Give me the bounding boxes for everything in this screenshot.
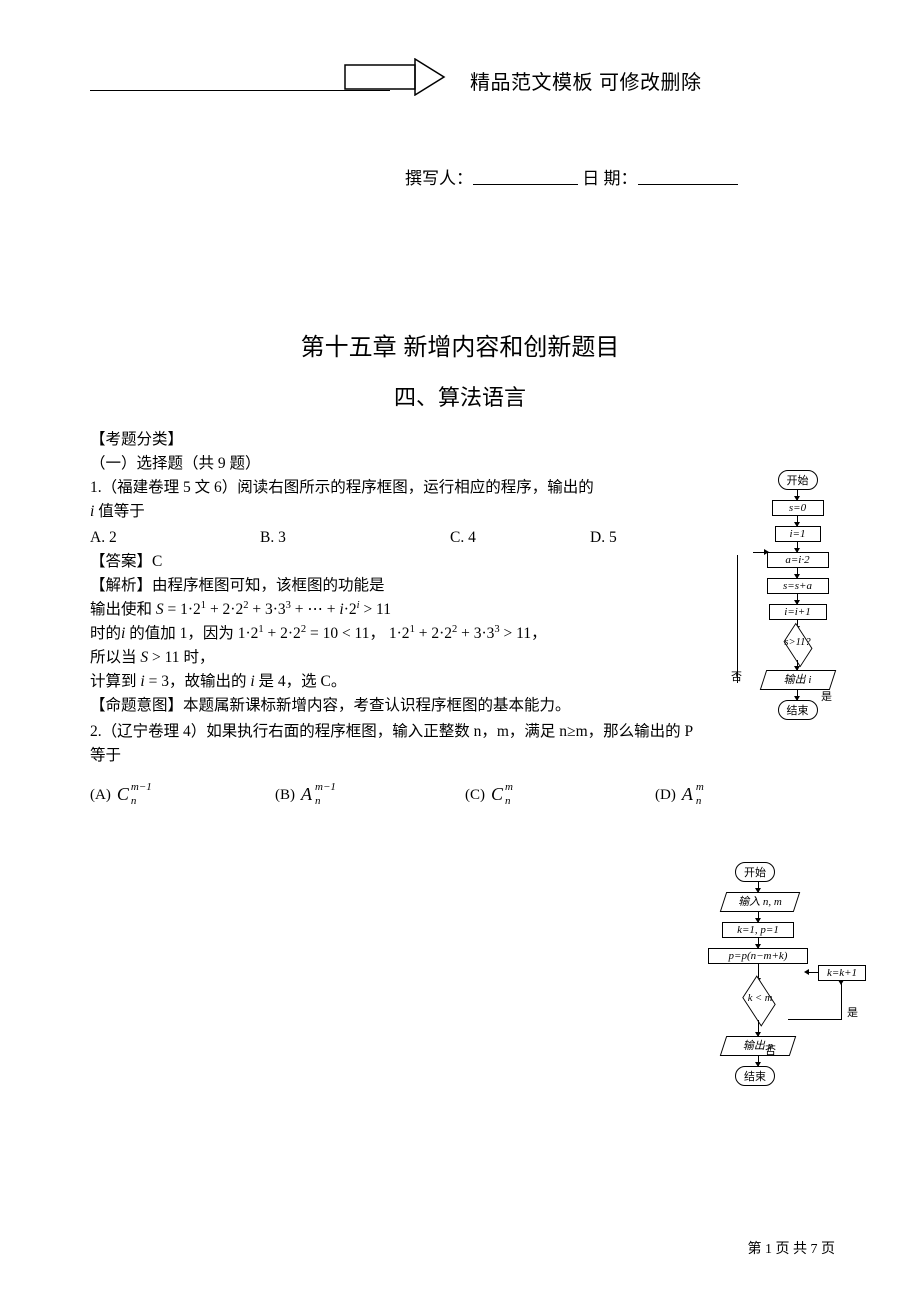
fc2-yes-h bbox=[788, 1019, 842, 1020]
fc2-out: 输出 p bbox=[723, 1036, 793, 1056]
fc1-arrow bbox=[797, 542, 798, 552]
q2-opt-a-label: (A) bbox=[90, 783, 111, 807]
q1-math-line3: 所以当 S > 11 时， bbox=[90, 646, 660, 670]
q1-line3-end: 时， bbox=[183, 649, 214, 666]
q2-opt-c: (C) Cmn bbox=[465, 782, 655, 808]
fc1-a: a=i·2 bbox=[767, 552, 829, 568]
q1-stem-a: 1.（福建卷理 5 文 6）阅读右图所示的程序框图，运行相应的程序，输出的 bbox=[90, 479, 594, 496]
fc1-arrow bbox=[797, 690, 798, 700]
fc2-p: p=p(n−m+k) bbox=[708, 948, 808, 964]
fc2-arrow bbox=[758, 1020, 759, 1036]
q1-math-line2: 时的i 的值加 1，因为 1·21 + 2·22 = 10 < 11， 1·21… bbox=[90, 622, 660, 646]
q1-line2-sep: ， bbox=[370, 625, 386, 642]
q1-line2-pre: 时的 bbox=[90, 625, 121, 642]
fc2-arrow bbox=[758, 1056, 759, 1066]
fc1-out-text: 输出 i bbox=[784, 674, 812, 686]
flowchart-q1: 开始 s=0 i=1 a=i·2 s=s+a i=i+1 s>11? 否 是 输… bbox=[735, 470, 860, 720]
author-date-line: 撰写人： 日 期： bbox=[405, 164, 738, 189]
fc1-inc: i=i+1 bbox=[769, 604, 827, 620]
fc1-cond: s>11? bbox=[769, 630, 827, 660]
q2-opt-c-math: Cmn bbox=[491, 782, 503, 808]
q1-line3-pre: 所以当 bbox=[90, 649, 137, 666]
q1-line4-mid: ，故输出的 bbox=[169, 673, 247, 690]
fc2-yes-v bbox=[841, 982, 842, 1020]
q1-line2-mid: 的值加 1，因为 bbox=[129, 625, 234, 642]
section-title: 四、算法语言 bbox=[0, 380, 920, 412]
q2-opt-d-label: (D) bbox=[655, 783, 676, 807]
fc2-in-text: 输入 n, m bbox=[738, 896, 782, 908]
fc1-out: 输出 i bbox=[763, 670, 833, 690]
fc1-arrow bbox=[797, 490, 798, 500]
q2-opt-a-math: Cm−1n bbox=[117, 782, 129, 808]
fc1-arrow bbox=[797, 660, 798, 670]
q1-opt-b: B. 3 bbox=[260, 526, 450, 550]
fc2-start: 开始 bbox=[735, 862, 775, 882]
q2-opt-d-math: Amn bbox=[682, 782, 693, 808]
q2-stem2: 等于 bbox=[90, 747, 121, 764]
tag-intent: 【命题意图】本题属新课标新增内容，考查认识程序框图的基本能力。 bbox=[90, 694, 660, 718]
fc1-s0: s=0 bbox=[772, 500, 824, 516]
q1-opt-c: C. 4 bbox=[450, 526, 590, 550]
q1-opt-d: D. 5 bbox=[590, 526, 617, 550]
date-label: 日 期： bbox=[582, 169, 637, 188]
q1-line4-pre: 计算到 bbox=[90, 673, 137, 690]
q2-opt-a: (A) Cm−1n bbox=[90, 782, 275, 808]
date-blank bbox=[638, 171, 738, 185]
fc2-arrow bbox=[758, 912, 759, 922]
fc1-arrow bbox=[797, 594, 798, 604]
q1-options: A. 2 B. 3 C. 4 D. 5 bbox=[90, 526, 660, 550]
fc2-init: k=1, p=1 bbox=[722, 922, 794, 938]
question-1: 1.（福建卷理 5 文 6）阅读右图所示的程序框图，运行相应的程序，输出的 i … bbox=[90, 476, 660, 718]
fc1-arrow bbox=[797, 568, 798, 578]
q1-line1-pre: 输出使和 bbox=[90, 601, 152, 618]
q1-math-line4: 计算到 i = 3，故输出的 i 是 4，选 C。 bbox=[90, 670, 660, 694]
fc2-yes-arrowhead-icon bbox=[838, 980, 844, 985]
part-1-label: （一）选择题（共 9 题） bbox=[90, 452, 830, 476]
header-template-title: 精品范文模板 可修改删除 bbox=[470, 66, 702, 95]
fc2-yes-label: 是 bbox=[847, 1004, 858, 1020]
fc1-yes-label: 是 bbox=[821, 688, 832, 704]
q2-opt-c-label: (C) bbox=[465, 783, 485, 807]
fc2-yes-join-arrow-icon bbox=[804, 969, 809, 975]
fc1-end: 结束 bbox=[778, 700, 818, 720]
chapter-title: 第十五章 新增内容和创新题目 bbox=[0, 327, 920, 362]
fc1-start: 开始 bbox=[778, 470, 818, 490]
q2-opt-b-math: Am−1n bbox=[301, 782, 312, 808]
flowchart-q2: 开始 输入 n, m k=1, p=1 p=p(n−m+k) k < m 输出 … bbox=[700, 862, 865, 1086]
fc2-end: 结束 bbox=[735, 1066, 775, 1086]
q1-stem-b: 值等于 bbox=[98, 503, 145, 520]
fc1-cond-text: s>11? bbox=[769, 637, 827, 648]
fc2-in: 输入 n, m bbox=[723, 892, 797, 912]
document-body: 【考题分类】 （一）选择题（共 9 题） 1.（福建卷理 5 文 6）阅读右图所… bbox=[90, 428, 830, 808]
q2-opt-d: (D) Amn bbox=[655, 782, 693, 808]
q1-opt-a: A. 2 bbox=[90, 526, 260, 550]
q1-math-line1: 输出使和 S = 1·21 + 2·22 + 3·33 + ⋯ + i·2i >… bbox=[90, 598, 660, 622]
q2-options: (A) Cm−1n (B) Am−1n (C) Cmn (D) Amn bbox=[90, 782, 830, 808]
author-blank bbox=[473, 171, 578, 185]
fc1-loopline bbox=[737, 555, 757, 683]
fc2-arrow bbox=[758, 882, 759, 892]
q2-stem: 2.（辽宁卷理 4）如果执行右面的程序框图，输入正整数 n，m，满足 n≥m，那… bbox=[90, 723, 693, 740]
q2-opt-b: (B) Am−1n bbox=[275, 782, 465, 808]
author-label: 撰写人： bbox=[405, 169, 473, 188]
question-2: 2.（辽宁卷理 4）如果执行右面的程序框图，输入正整数 n，m，满足 n≥m，那… bbox=[90, 720, 830, 808]
fc2-arrow bbox=[758, 938, 759, 948]
header-arrow-icon bbox=[344, 58, 449, 96]
q1-line4-end: 是 4，选 C。 bbox=[259, 673, 347, 690]
tag-analysis: 【解析】由程序框图可知，该框图的功能是 bbox=[90, 574, 660, 598]
fc2-cond-text: k < m bbox=[730, 993, 790, 1004]
fc1-arrow bbox=[797, 516, 798, 526]
q1-line2-end: ， bbox=[531, 625, 547, 642]
fc1-loop-arrowhead-icon bbox=[764, 549, 769, 555]
tag-answer: 【答案】C bbox=[90, 550, 660, 574]
tag-classify: 【考题分类】 bbox=[90, 428, 830, 452]
fc1-sa: s=s+a bbox=[767, 578, 829, 594]
fc1-i1: i=1 bbox=[775, 526, 821, 542]
fc2-kinc: k=k+1 bbox=[818, 965, 866, 981]
page-footer: 第 1 页 共 7 页 bbox=[748, 1238, 836, 1258]
q2-opt-b-label: (B) bbox=[275, 783, 295, 807]
fc2-no-label: 否 bbox=[765, 1042, 776, 1058]
fc2-cond: k < m bbox=[730, 982, 790, 1020]
